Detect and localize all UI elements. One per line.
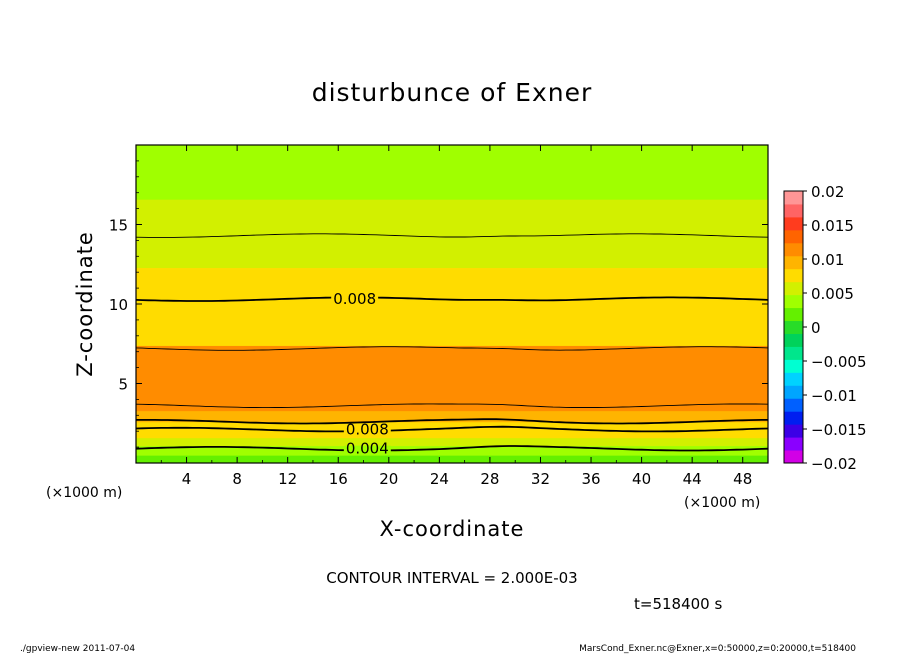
colorbar-tick-label-8: −0.02: [811, 455, 857, 473]
colorbar-swatch-15: [784, 255, 803, 270]
band-5: [136, 410, 768, 423]
color-bands: [136, 145, 768, 463]
x-tick-label-8: 8: [232, 470, 242, 488]
colorbar-swatch-0: [784, 450, 803, 464]
contour-label-gap-5: [331, 296, 379, 303]
colorbar-swatch-9: [784, 333, 803, 347]
colorbar-tick-label-6: −0.01: [811, 387, 857, 405]
band-6: [136, 345, 768, 412]
colorbar-swatch-1: [784, 437, 803, 451]
band-1: [136, 445, 768, 456]
colorbar-tick-label-5: −0.005: [811, 353, 867, 371]
contour-line-0: [136, 445, 768, 452]
colorbar-swatch-4: [784, 398, 803, 412]
colorbar-tick-label-1: 0.015: [811, 217, 854, 235]
colorbar-swatch-18: [784, 216, 803, 231]
band-11: [136, 145, 768, 200]
colorbar-swatch-16: [784, 242, 803, 257]
band-9: [136, 237, 768, 269]
colorbar-tick-label-4: 0: [811, 319, 821, 337]
contour-line-3: [136, 403, 768, 409]
y-axis-ticks: 5 10 15: [109, 160, 768, 448]
y-tick-label-5: 5: [118, 376, 128, 394]
colorbar-swatch-20: [784, 191, 803, 205]
contour-label-1: 0.008: [346, 421, 389, 439]
colorbar-swatch-14: [784, 268, 803, 283]
colorbar-tick-label-7: −0.015: [811, 421, 867, 439]
band-0: [136, 455, 768, 463]
footer-right: MarsCond_Exner.nc@Exner,x=0:50000,z=0:20…: [579, 644, 856, 654]
hotspots: [196, 381, 728, 394]
band-10: [136, 199, 768, 238]
band-3: [136, 429, 768, 439]
footer-left: ./gpview-new 2011-07-04: [20, 644, 135, 654]
colorbar: [784, 191, 803, 464]
colorbar-ticks: 0.02 0.015 0.01 0.005 0 −0.005 −0.01 −0.015 −0.0…: [803, 183, 867, 473]
colorbar-swatch-17: [784, 229, 803, 244]
x-tick-label-32: 32: [531, 470, 550, 488]
x-tick-label-40: 40: [632, 470, 651, 488]
x-tick-label-36: 36: [581, 470, 600, 488]
y-tick-label-15: 15: [109, 217, 128, 235]
hotspot-1: [695, 381, 728, 392]
band-7: [136, 299, 768, 346]
x-tick-label-16: 16: [329, 470, 348, 488]
y-axis-label: Z-coordinate: [73, 231, 97, 377]
colorbar-tick-label-2: 0.01: [811, 251, 844, 269]
x-unit-right: (×1000 m): [684, 495, 760, 511]
hotspot-0: [196, 383, 215, 394]
colorbar-tick-label-3: 0.005: [811, 285, 854, 303]
contour-lines: [136, 233, 768, 452]
band-2: [136, 437, 768, 447]
colorbar-swatch-10: [784, 320, 803, 334]
x-unit-left: (×1000 m): [46, 485, 122, 501]
x-axis-ticks: 4 8 12 16 20 24 28 32 36 40 44 48: [160, 145, 752, 488]
x-tick-label-44: 44: [683, 470, 702, 488]
chart-title: disturbunce of Exner: [312, 78, 593, 107]
colorbar-swatch-19: [784, 203, 803, 218]
colorbar-swatch-2: [784, 424, 803, 438]
colorbar-swatch-7: [784, 359, 803, 373]
colorbar-tick-label-0: 0.02: [811, 183, 844, 201]
contour-line-1: [136, 425, 768, 433]
contour-label-gap-1: [343, 426, 391, 433]
time-label: t=518400 s: [634, 595, 722, 613]
colorbar-swatch-13: [784, 281, 803, 296]
y-tick-label-10: 10: [109, 296, 128, 314]
contour-label-gap-0: [343, 445, 391, 452]
contour-label-0: 0.004: [346, 440, 389, 458]
x-tick-label-12: 12: [278, 470, 297, 488]
colorbar-swatch-8: [784, 346, 803, 360]
colorbar-swatch-11: [784, 307, 803, 322]
contour-line-2: [136, 418, 768, 425]
contour-line-5: [136, 296, 768, 302]
x-tick-label-28: 28: [480, 470, 499, 488]
contour-line-4: [136, 346, 768, 351]
band-4: [136, 421, 768, 431]
contour-label-5: 0.008: [333, 290, 376, 308]
x-tick-label-4: 4: [182, 470, 192, 488]
x-tick-label-48: 48: [733, 470, 752, 488]
x-tick-label-24: 24: [430, 470, 449, 488]
colorbar-swatch-6: [784, 372, 803, 386]
x-tick-label-20: 20: [379, 470, 398, 488]
colorbar-swatch-12: [784, 294, 803, 309]
colorbar-swatch-5: [784, 385, 803, 399]
colorbar-swatch-3: [784, 411, 803, 425]
x-axis-label: X-coordinate: [380, 517, 525, 541]
contour-interval: CONTOUR INTERVAL = 2.000E-03: [326, 569, 577, 587]
band-8: [136, 267, 768, 300]
contour-line-6: [136, 233, 768, 238]
